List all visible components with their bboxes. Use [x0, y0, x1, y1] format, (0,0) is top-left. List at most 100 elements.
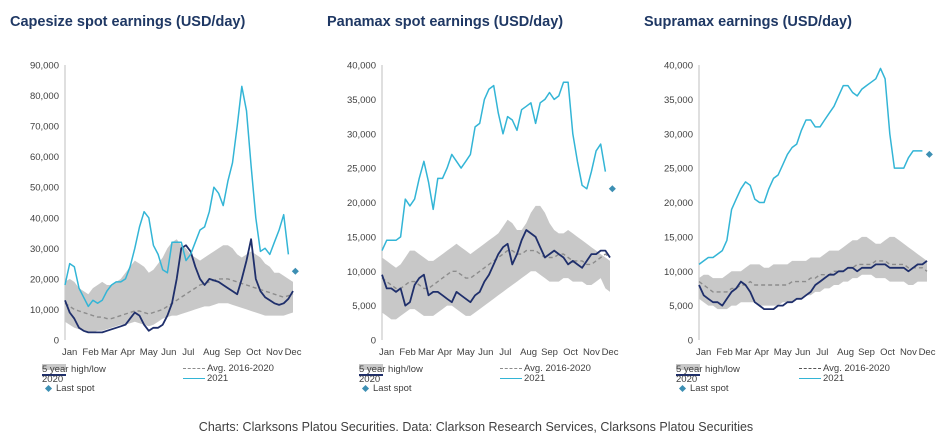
series-avg-2016-2020	[64, 278, 294, 320]
y-tick-label: 60,000	[30, 152, 59, 163]
chart-title: Capesize spot earnings (USD/day)	[10, 14, 246, 30]
legend-avg-swatch	[500, 368, 522, 369]
x-tick-label: Dec	[602, 347, 619, 358]
y-tick-label: 20,000	[30, 274, 59, 285]
y-tick-label: 0	[54, 336, 59, 347]
x-tick-label: Dec	[919, 347, 936, 358]
x-tick-label: Mar	[101, 347, 117, 358]
x-tick-label: Feb	[82, 347, 98, 358]
legend-band-swatch	[359, 364, 383, 370]
x-tick-label: Sep	[541, 347, 558, 358]
legend-2021-swatch	[799, 378, 821, 379]
legend-2020-swatch	[676, 374, 700, 376]
band-5yr-high-low	[65, 239, 293, 333]
x-tick-label: Jun	[478, 347, 493, 358]
y-tick-label: 90,000	[30, 61, 59, 72]
x-tick-label: May	[774, 347, 792, 358]
y-tick-label: 10,000	[664, 267, 693, 278]
capesize-chart: Capesize spot earnings (USD/day) 0 10,000…	[0, 0, 317, 410]
series-2021	[64, 85, 290, 308]
x-tick-label: Jul	[182, 347, 194, 358]
x-tick-label: Nov	[583, 347, 600, 358]
legend-2021-label: 2021	[524, 373, 546, 384]
series-2020	[381, 229, 611, 307]
x-tick-label: Mar	[735, 347, 751, 358]
x-tick-label: Feb	[716, 347, 732, 358]
x-tick-label: Apr	[120, 347, 135, 358]
y-tick-label: 5,000	[352, 301, 376, 312]
y-tick-label: 10,000	[347, 267, 376, 278]
y-tick-label: 40,000	[347, 61, 376, 72]
y-tick-label: 35,000	[664, 95, 693, 106]
x-tick-label: Aug	[203, 347, 220, 358]
x-tick-label: Nov	[900, 347, 917, 358]
legend-avg-label: Avg. 2016-2020	[207, 363, 274, 374]
legend-last-spot-label: Last spot	[373, 383, 412, 394]
x-tick-label: Oct	[880, 347, 895, 358]
y-tick-label: 50,000	[30, 183, 59, 194]
x-tick-label: Aug	[520, 347, 537, 358]
legend-avg-label: Avg. 2016-2020	[823, 363, 890, 374]
legend-avg-label: Avg. 2016-2020	[524, 363, 591, 374]
legend-2020-label: 2020	[676, 374, 698, 385]
y-tick-label: 35,000	[347, 95, 376, 106]
legend-2021-swatch	[183, 378, 205, 379]
x-tick-label: Jan	[696, 347, 711, 358]
y-tick-label: 0	[371, 336, 376, 347]
x-tick-label: Apr	[754, 347, 769, 358]
x-tick-label: Aug	[837, 347, 854, 358]
y-tick-label: 10,000	[30, 305, 59, 316]
series-2021	[381, 81, 607, 251]
y-tick-label: 40,000	[30, 213, 59, 224]
y-tick-label: 0	[688, 336, 693, 347]
last-spot-marker	[291, 267, 299, 275]
y-tick-label: 25,000	[347, 164, 376, 175]
series-2020	[64, 238, 294, 334]
x-tick-label: Oct	[563, 347, 578, 358]
source-footer: Charts: Clarksons Platou Securities. Dat…	[198, 420, 754, 434]
x-tick-label: Sep	[224, 347, 241, 358]
x-tick-label: Jan	[379, 347, 394, 358]
last-spot-marker	[608, 185, 616, 193]
legend-2020-swatch	[42, 374, 66, 376]
capesize-plot: 0 10,000 20,000 30,000 40,000 50,000 60,000 70,…	[30, 61, 302, 359]
legend-band-swatch	[676, 364, 700, 370]
x-tick-label: Apr	[437, 347, 452, 358]
panamax-plot: 0 5,000 10,000 15,000 20,000 25,000 30,000 35,0…	[347, 61, 619, 359]
x-tick-label: Jun	[795, 347, 810, 358]
legend-band-label: 5 year high/low	[42, 364, 106, 375]
supramax-plot: 0 5,000 10,000 15,000 20,000 25,000 30,000 35,0…	[664, 61, 936, 359]
x-tick-label: May	[140, 347, 158, 358]
panamax-chart: Panamax spot earnings (USD/day) 0 5,000 10…	[317, 0, 634, 410]
x-tick-label: Jun	[161, 347, 176, 358]
legend-2021-swatch	[500, 378, 522, 379]
x-tick-label: Nov	[266, 347, 283, 358]
supramax-chart: Supramax earnings (USD/day) 0 5,000 10,000…	[634, 0, 951, 410]
x-tick-label: Oct	[246, 347, 261, 358]
legend-2021-label: 2021	[207, 373, 229, 384]
x-tick-label: Sep	[858, 347, 875, 358]
last-spot-marker	[925, 150, 933, 158]
series-2020	[698, 260, 928, 310]
x-tick-label: Dec	[285, 347, 302, 358]
y-tick-label: 15,000	[347, 232, 376, 243]
legend-band-swatch	[42, 364, 66, 370]
y-tick-label: 5,000	[669, 301, 693, 312]
y-tick-label: 30,000	[664, 129, 693, 140]
x-tick-label: Feb	[399, 347, 415, 358]
legend-band-label: 5 year high/low	[359, 364, 423, 375]
legend-2020-label: 2020	[42, 374, 64, 385]
x-tick-label: Jul	[499, 347, 511, 358]
legend-band-label: 5 year high/low	[676, 364, 740, 375]
legend-last-spot-label: Last spot	[56, 383, 95, 394]
y-tick-label: 70,000	[30, 122, 59, 133]
band-5yr-high-low	[382, 205, 610, 320]
legend-avg-swatch	[799, 368, 821, 369]
y-tick-label: 30,000	[347, 129, 376, 140]
x-tick-label: Jan	[62, 347, 77, 358]
y-tick-label: 20,000	[664, 198, 693, 209]
legend-2020-swatch	[359, 374, 383, 376]
y-tick-label: 80,000	[30, 91, 59, 102]
y-tick-label: 25,000	[664, 164, 693, 175]
y-tick-label: 20,000	[347, 198, 376, 209]
